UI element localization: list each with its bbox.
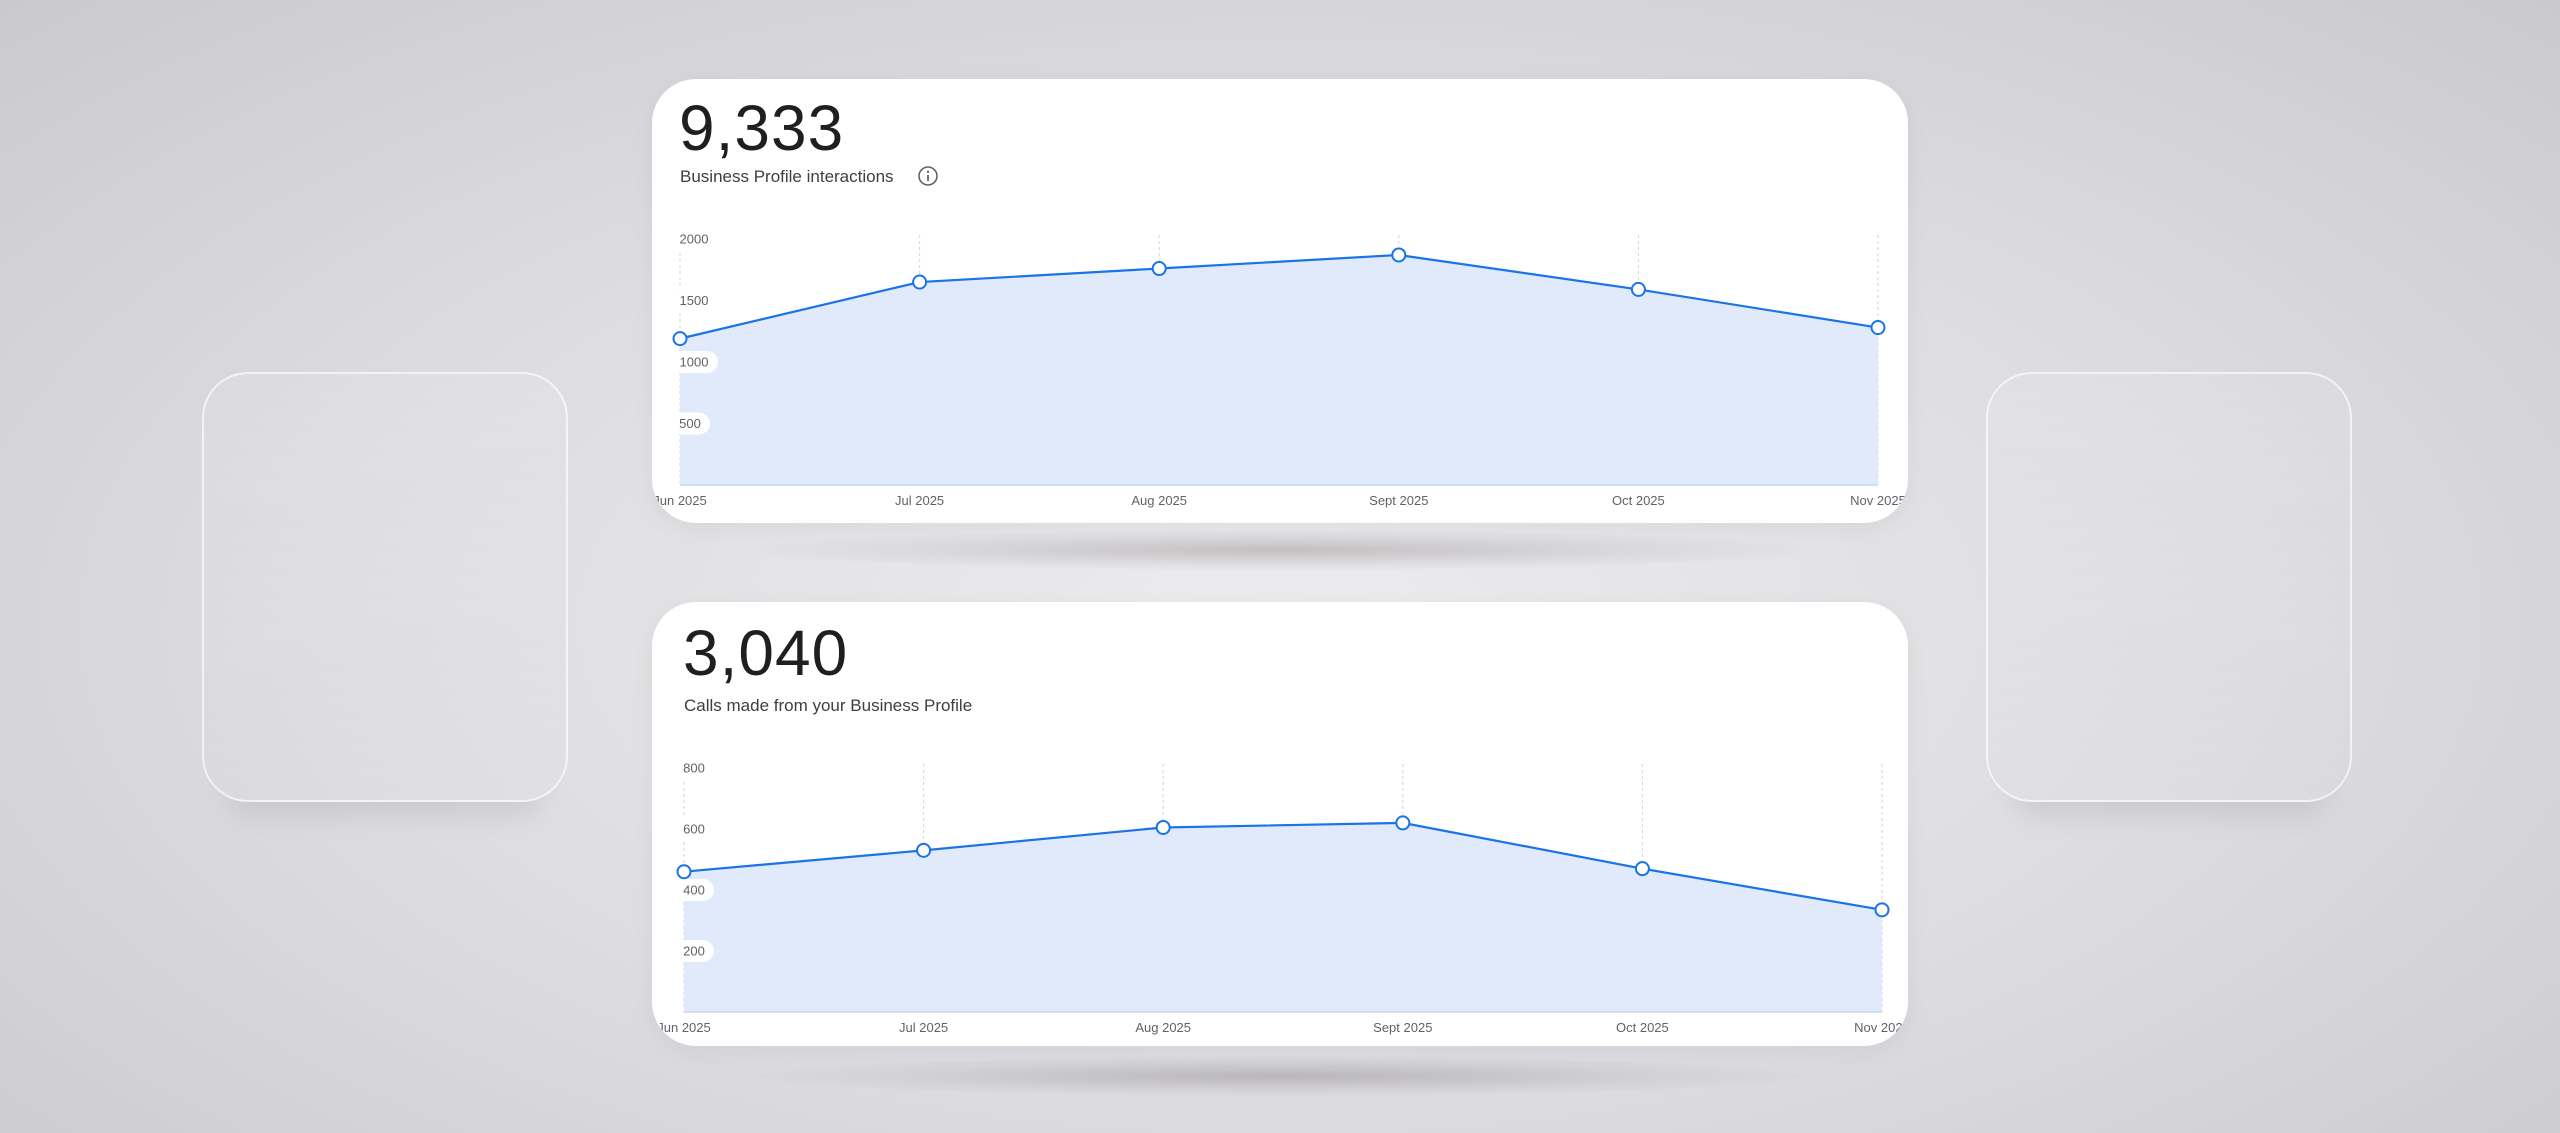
x-tick-label: Jul 2025 [899,1020,948,1035]
data-point [676,864,692,880]
series-line [683,821,1883,911]
metric-value: 9,333 [679,92,845,164]
card-shadow [760,530,1800,570]
x-tick-label: Sept 2025 [1369,493,1428,508]
y-tick-pill [674,879,714,901]
y-tick-pill [670,412,710,435]
y-tick-pill [674,818,714,840]
area-fill [680,254,1878,485]
y-tick-pill [670,289,718,312]
data-point [1630,281,1646,297]
x-tick-label: Aug 2025 [1135,1020,1191,1035]
data-point [1151,261,1167,277]
data-point [672,331,688,347]
area-fill [684,822,1882,1012]
y-tick-label: 800 [683,761,705,776]
x-tick-label: Jul 2025 [895,493,944,508]
calls-chart: 200 400 600 800 Jun 2025 Jul 2025 Aug 2025 Sept… [657,757,1908,1035]
metric-label: Calls made from your Business Profile [684,696,973,715]
y-tick-label: 1000 [680,355,709,370]
x-tick-label: Jun 2025 [653,493,707,508]
x-tick-label: Aug 2025 [1131,493,1187,508]
y-tick-pill [674,940,714,962]
metric-label: Business Profile interactions [680,167,894,186]
y-tick-label: 600 [683,822,705,837]
data-point [1391,247,1407,263]
data-point [1874,902,1890,918]
y-tick-pill [670,228,718,250]
data-point [1155,819,1171,835]
interactions-chart: 500 1000 1500 2000 Jun 2025 Jul 2025 Aug 2025 S… [653,228,1906,508]
interactions-card: 9,333 Business Profile interactions 500 1… [652,79,1908,523]
x-tick-label: Oct 2025 [1612,493,1665,508]
y-tick-label: 500 [679,416,701,431]
x-tick-label: Sept 2025 [1373,1020,1432,1035]
data-point [1395,815,1411,831]
y-tick-pill [670,351,718,373]
data-point [1634,861,1650,877]
x-tick-label: Oct 2025 [1616,1020,1669,1035]
info-icon[interactable] [917,165,939,187]
x-tick-label: Jun 2025 [657,1020,711,1035]
calls-card: 3,040 Calls made from your Business Prof… [652,602,1908,1046]
background-card-left [202,372,568,802]
x-tick-label: Nov 2025 [1854,1020,1908,1035]
data-point [1870,320,1886,336]
y-tick-label: 400 [683,883,705,898]
series-line [679,253,1879,340]
data-point [912,274,928,290]
metric-value: 3,040 [683,617,849,689]
card-shadow [760,1056,1800,1096]
y-tick-label: 2000 [680,232,709,247]
x-tick-label: Nov 2025 [1850,493,1906,508]
background-card-right [1986,372,2352,802]
y-tick-label: 1500 [680,293,709,308]
y-tick-label: 200 [683,944,705,959]
y-tick-pill [674,757,714,779]
data-point [916,842,932,858]
